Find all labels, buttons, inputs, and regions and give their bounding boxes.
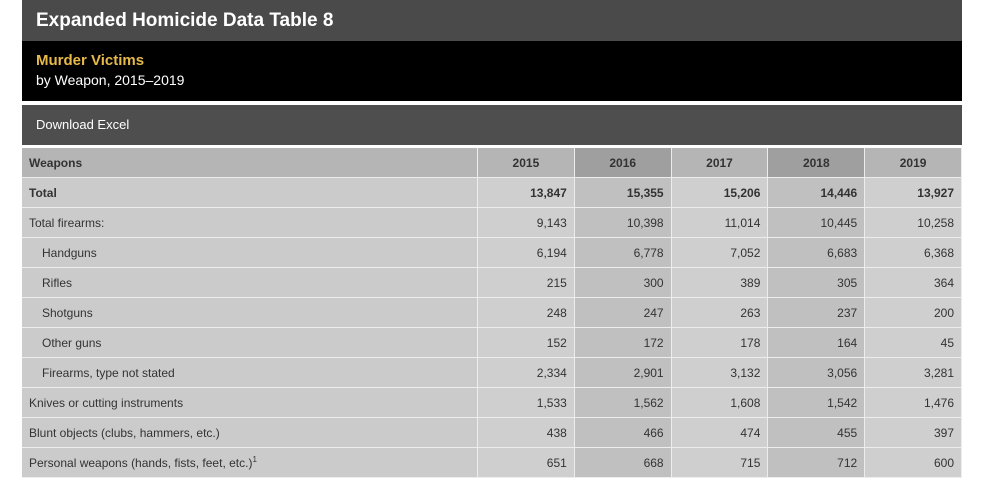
table-cell: 2,901 <box>574 358 672 388</box>
table-row: Other guns 152 172 178 164 45 <box>22 328 962 358</box>
table-caption: Murder Victims by Weapon, 2015–2019 <box>22 41 962 101</box>
table-cell: 6,194 <box>478 238 575 268</box>
table-cell: 1,608 <box>671 388 769 418</box>
table-cell: 45 <box>865 328 962 358</box>
table-cell: 1,533 <box>478 388 575 418</box>
row-label-text: Total firearms: <box>29 215 105 230</box>
table-cell: 15,206 <box>671 178 769 208</box>
table-cell: 6,368 <box>865 238 962 268</box>
table-cell: 172 <box>574 328 672 358</box>
table-cell: 152 <box>478 328 575 358</box>
table-row: Rifles 215 300 389 305 364 <box>22 268 962 298</box>
table-cell: 14,446 <box>768 178 866 208</box>
divider <box>22 145 962 148</box>
row-label-text: Total <box>29 185 57 200</box>
row-label-text: Shotguns <box>42 305 93 320</box>
row-label: Rifles <box>22 268 478 298</box>
table-cell: 248 <box>478 298 575 328</box>
table-row: Total 13,847 15,355 15,206 14,446 13,927 <box>22 178 962 208</box>
row-label-text: Knives or cutting instruments <box>29 395 184 410</box>
table-subtitle: Murder Victims <box>36 52 145 69</box>
table-cell: 466 <box>574 418 672 448</box>
table-cell: 164 <box>768 328 866 358</box>
table-cell: 455 <box>768 418 866 448</box>
column-header-2018[interactable]: 2018 <box>768 148 866 178</box>
table-cell: 247 <box>574 298 672 328</box>
table-row: Personal weapons (hands, fists, feet, et… <box>22 448 962 478</box>
table-cell: 11,014 <box>671 208 769 238</box>
table-cell: 364 <box>865 268 962 298</box>
table-row: Blunt objects (clubs, hammers, etc.) 438 4… <box>22 418 962 448</box>
table-cell: 651 <box>478 448 575 478</box>
table-cell: 397 <box>865 418 962 448</box>
table-cell: 3,281 <box>865 358 962 388</box>
column-header-weapons[interactable]: Weapons <box>22 148 478 178</box>
table-cell: 474 <box>671 418 769 448</box>
row-label: Shotguns <box>22 298 478 328</box>
table-cell: 13,847 <box>478 178 575 208</box>
row-label: Personal weapons (hands, fists, feet, et… <box>22 448 478 478</box>
table-row: Firearms, type not stated 2,334 2,901 3,132… <box>22 358 962 388</box>
table-cell: 200 <box>865 298 962 328</box>
table-cell: 10,398 <box>574 208 672 238</box>
table-cell: 715 <box>671 448 769 478</box>
row-label: Other guns <box>22 328 478 358</box>
data-table-panel: Expanded Homicide Data Table 8 Murder Vi… <box>22 0 962 478</box>
table-cell: 263 <box>671 298 769 328</box>
table-cell: 215 <box>478 268 575 298</box>
table-cell: 1,476 <box>865 388 962 418</box>
table-header-row: Weapons 2015 2016 2017 2018 2019 <box>22 148 962 178</box>
table-cell: 438 <box>478 418 575 448</box>
murder-victims-table: Weapons 2015 2016 2017 2018 2019 Total 13… <box>22 148 962 478</box>
page-title: Expanded Homicide Data Table 8 <box>22 0 962 41</box>
row-label-text: Handguns <box>42 245 97 260</box>
table-cell: 1,562 <box>574 388 672 418</box>
table-cell: 9,143 <box>478 208 575 238</box>
table-cell: 300 <box>574 268 672 298</box>
row-label-text: Rifles <box>42 275 73 290</box>
table-cell: 7,052 <box>671 238 769 268</box>
toolbar: Download Excel <box>22 105 962 145</box>
table-cell: 668 <box>574 448 672 478</box>
table-cell: 6,683 <box>768 238 866 268</box>
table-cell: 305 <box>768 268 866 298</box>
table-cell: 10,445 <box>768 208 866 238</box>
table-cell: 389 <box>671 268 769 298</box>
table-cell: 712 <box>768 448 866 478</box>
row-label-text: Blunt objects (clubs, hammers, etc.) <box>29 425 220 440</box>
table-cell: 6,778 <box>574 238 672 268</box>
row-label: Total firearms: <box>22 208 478 238</box>
table-cell: 3,056 <box>768 358 866 388</box>
column-header-2015[interactable]: 2015 <box>478 148 575 178</box>
divider <box>22 101 962 105</box>
table-cell: 600 <box>865 448 962 478</box>
table-cell: 10,258 <box>865 208 962 238</box>
table-description: by Weapon, 2015–2019 <box>36 72 185 88</box>
footnote-marker[interactable]: 1 <box>252 455 257 464</box>
table-cell: 3,132 <box>671 358 769 388</box>
column-header-2016[interactable]: 2016 <box>574 148 672 178</box>
row-label: Total <box>22 178 478 208</box>
column-header-2017[interactable]: 2017 <box>671 148 769 178</box>
download-excel-link[interactable]: Download Excel <box>36 117 130 132</box>
table-cell: 1,542 <box>768 388 866 418</box>
column-header-2019[interactable]: 2019 <box>865 148 962 178</box>
table-cell: 15,355 <box>574 178 672 208</box>
row-label-text: Other guns <box>42 335 102 350</box>
row-label: Blunt objects (clubs, hammers, etc.) <box>22 418 478 448</box>
row-label: Knives or cutting instruments <box>22 388 478 418</box>
table-cell: 178 <box>671 328 769 358</box>
row-label-text: Personal weapons (hands, fists, feet, et… <box>29 456 253 470</box>
table-row: Knives or cutting instruments 1,533 1,562 1… <box>22 388 962 418</box>
table-cell: 2,334 <box>478 358 575 388</box>
table-row: Shotguns 248 247 263 237 200 <box>22 298 962 328</box>
table-row: Total firearms: 9,143 10,398 11,014 10,445 10… <box>22 208 962 238</box>
row-label: Handguns <box>22 238 478 268</box>
table-cell: 237 <box>768 298 866 328</box>
table-row: Handguns 6,194 6,778 7,052 6,683 6,368 <box>22 238 962 268</box>
row-label-text: Firearms, type not stated <box>42 365 175 380</box>
table-cell: 13,927 <box>865 178 962 208</box>
row-label: Firearms, type not stated <box>22 358 478 388</box>
